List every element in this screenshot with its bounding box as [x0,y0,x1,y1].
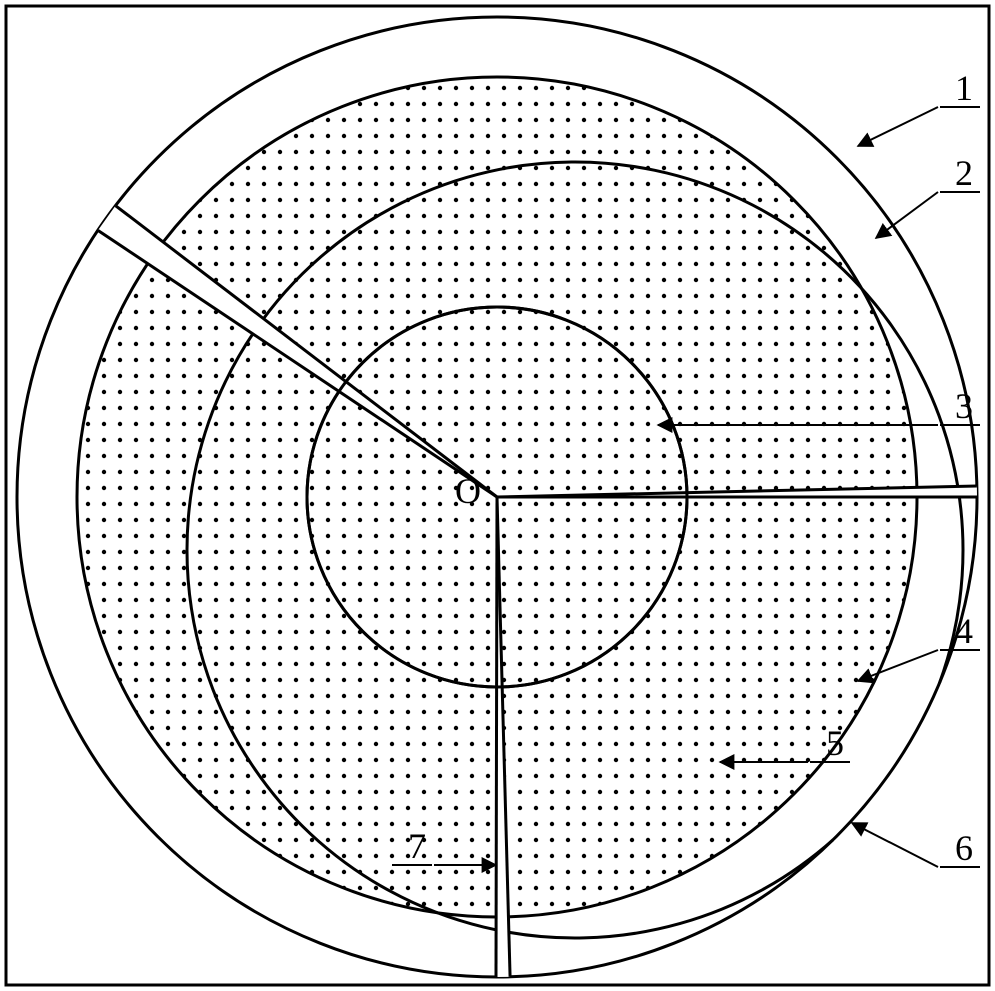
spoke-line-down-b [496,497,497,977]
callout-label-7: 7 [408,826,426,866]
callout-arrow-6 [852,823,938,867]
callout-arrow-1 [858,107,938,146]
callout-label-6: 6 [955,828,973,868]
callout-label-1: 1 [955,68,973,108]
callout-label-3: 3 [955,386,973,426]
callout-label-2: 2 [955,153,973,193]
center-label: O [455,471,481,511]
callout-label-4: 4 [955,611,973,651]
callout-label-5: 5 [826,723,844,763]
